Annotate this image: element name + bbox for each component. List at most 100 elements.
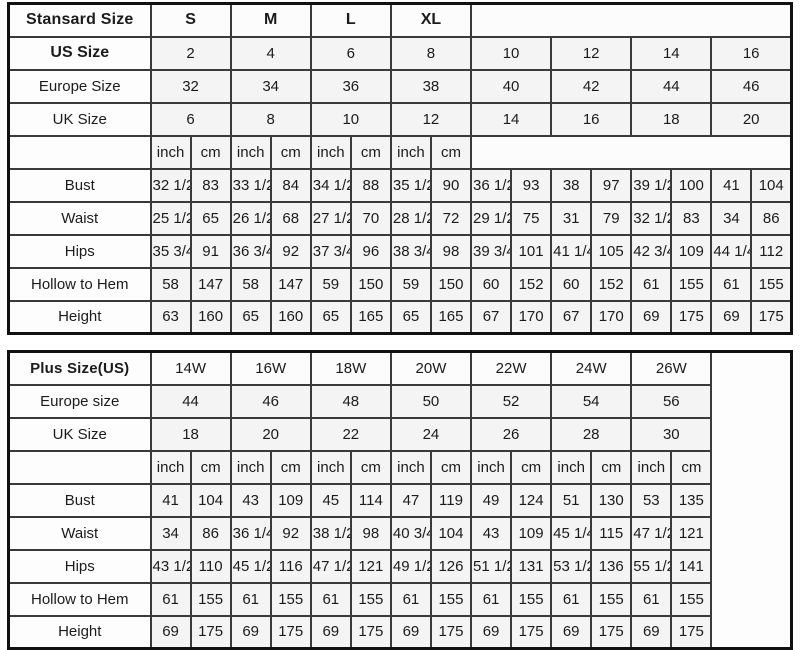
value-cell: 18: [630, 101, 713, 137]
unit-header-cell: inch: [469, 449, 513, 485]
value-cell: 28 1/2: [389, 200, 432, 236]
value-cell: 68: [269, 200, 312, 236]
value-cell: 69: [550, 614, 593, 650]
unit-header-cell: cm: [269, 134, 312, 170]
value-cell: 34: [229, 68, 312, 104]
table-title: Plus Size(US): [7, 350, 152, 386]
row-label: Height: [7, 614, 152, 650]
value-cell: 51 1/2: [469, 548, 513, 584]
row-label: Bust: [7, 482, 152, 518]
value-cell: 36 1/2: [469, 167, 513, 203]
value-cell: 53: [630, 482, 673, 518]
value-cell: 98: [429, 233, 473, 269]
value-cell: 47 1/2: [309, 548, 352, 584]
value-cell: 38: [550, 167, 593, 203]
value-cell: 65: [309, 299, 352, 335]
value-cell: 26: [469, 416, 553, 452]
row-label: US Size: [7, 35, 152, 71]
value-cell: 152: [510, 266, 553, 302]
value-cell: 56: [630, 383, 713, 419]
empty-label-cell: [7, 134, 152, 170]
value-cell: 104: [750, 167, 793, 203]
table-row: Height 69 175 69 175 69 175 69 175 69 175 69 175 69 17…: [7, 614, 792, 650]
value-cell: 59: [389, 266, 432, 302]
unit-header-cell: cm: [590, 449, 633, 485]
value-cell: 131: [510, 548, 553, 584]
value-cell: 104: [189, 482, 232, 518]
size-group-cell: S: [149, 2, 232, 38]
table-row: Hips 43 1/2 110 45 1/2 116 47 1/2 121 49 1/2 126…: [7, 548, 792, 584]
plus-size-table: Plus Size(US) 14W 16W 18W 20W 22W 24W 26W Europe…: [7, 350, 793, 650]
size-group-cell: L: [309, 2, 392, 38]
value-cell: 42 3/4: [630, 233, 673, 269]
value-cell: 92: [269, 515, 312, 551]
value-cell: 83: [189, 167, 232, 203]
value-cell: 40 3/4: [389, 515, 432, 551]
value-cell: 90: [429, 167, 473, 203]
value-cell: 44: [630, 68, 713, 104]
value-cell: 155: [670, 266, 713, 302]
value-cell: 27 1/2: [309, 200, 352, 236]
value-cell: 33 1/2: [229, 167, 272, 203]
value-cell: 16: [550, 101, 633, 137]
value-cell: 96: [349, 233, 392, 269]
size-group-cell: M: [229, 2, 312, 38]
value-cell: 93: [510, 167, 553, 203]
value-cell: 69: [469, 614, 513, 650]
row-label: UK Size: [7, 101, 152, 137]
value-cell: 155: [189, 581, 232, 617]
value-cell: 92: [269, 233, 312, 269]
table-row: Hollow to Hem 58 147 58 147 59 150 59 150 60 152 60…: [7, 266, 793, 302]
value-cell: 124: [510, 482, 553, 518]
value-cell: 39 1/2: [630, 167, 673, 203]
value-cell: 60: [550, 266, 593, 302]
value-cell: 119: [429, 482, 473, 518]
value-cell: 155: [429, 581, 473, 617]
value-cell: 175: [429, 614, 473, 650]
value-cell: 36: [309, 68, 392, 104]
table-row: Europe size 44 46 48 50 52 54 56: [7, 383, 792, 419]
value-cell: 170: [510, 299, 553, 335]
size-group-cell: XL: [389, 2, 473, 38]
value-cell: 109: [510, 515, 553, 551]
value-cell: 42: [550, 68, 633, 104]
value-cell: 84: [269, 167, 312, 203]
value-cell: 86: [189, 515, 232, 551]
value-cell: 135: [670, 482, 713, 518]
value-cell: 40: [469, 68, 553, 104]
value-cell: 69: [309, 614, 352, 650]
value-cell: 150: [349, 266, 392, 302]
value-cell: 175: [349, 614, 392, 650]
value-cell: 175: [670, 299, 713, 335]
value-cell: 67: [469, 299, 513, 335]
value-cell: 61: [149, 581, 192, 617]
value-cell: 58: [149, 266, 192, 302]
value-cell: 150: [429, 266, 473, 302]
unit-header-cell: inch: [630, 449, 673, 485]
value-cell: 59: [309, 266, 352, 302]
value-cell: 175: [590, 614, 633, 650]
value-cell: 61: [469, 581, 513, 617]
value-cell: 8: [389, 35, 473, 71]
table-row: Hollow to Hem 61 155 61 155 61 155 61 155 61 155 61…: [7, 581, 792, 617]
value-cell: 160: [189, 299, 232, 335]
value-cell: 112: [750, 233, 793, 269]
value-cell: 72: [429, 200, 473, 236]
standard-size-table: Stansard Size S M L XL US Size 2 4 6 8 10 12 14 16 Eur…: [7, 2, 793, 335]
value-cell: 126: [429, 548, 473, 584]
value-cell: 32 1/2: [630, 200, 673, 236]
value-cell: 34 1/2: [309, 167, 352, 203]
value-cell: 175: [750, 299, 793, 335]
value-cell: 69: [710, 299, 753, 335]
value-cell: 45 1/2: [229, 548, 272, 584]
value-cell: 136: [590, 548, 633, 584]
unit-header-cell: inch: [389, 449, 432, 485]
row-label: Hollow to Hem: [7, 266, 152, 302]
value-cell: 155: [750, 266, 793, 302]
value-cell: 18: [149, 416, 232, 452]
value-cell: 65: [389, 299, 432, 335]
value-cell: 165: [429, 299, 473, 335]
value-cell: 38 1/2: [309, 515, 352, 551]
value-cell: 114: [349, 482, 392, 518]
